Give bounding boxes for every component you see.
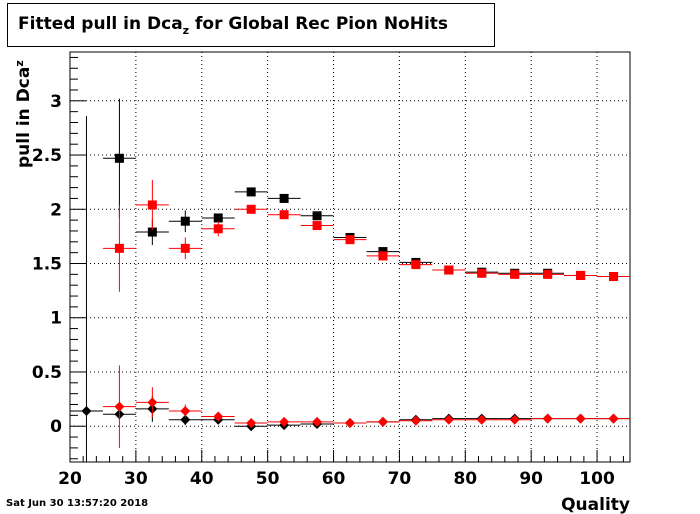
y-tick-label: 0 [50,417,62,437]
data-point-diamond [147,397,158,408]
data-point-square [477,268,487,278]
data-point-square [609,272,619,282]
data-point-square [246,204,256,214]
data-point-square [378,251,388,261]
x-axis-label: Quality [561,495,630,514]
data-point-diamond [180,406,191,417]
data-point-square [543,269,553,279]
title-box: Fitted pull in Dcaz for Global Rec Pion … [7,3,495,47]
data-point-square [279,210,289,220]
data-point-square [114,243,124,253]
data-point-square [279,193,289,203]
data-point-diamond [509,414,520,425]
x-tick-label: 50 [256,469,280,489]
tick-labels: 20 30 40 50 60 70 80 90 100 0 0.5 1 1.5 2 2.5 3 [32,92,615,489]
y-tick-label: 0.5 [32,363,62,383]
y-tick-label: 1.5 [32,255,62,275]
y-axis-label: pull in Dcaz [13,60,34,168]
data-point-square [114,153,124,163]
x-tick-label: 60 [322,469,346,489]
data-point-diamond [114,401,125,412]
data-point-diamond [608,413,619,424]
data-point-square [576,270,586,280]
data-point-square [147,227,157,237]
y-tick-label: 1 [50,309,62,329]
data-point-diamond [575,413,586,424]
x-tick-label: 90 [519,469,543,489]
data-point-square [411,260,421,270]
x-tick-label: 100 [579,469,615,489]
timestamp: Sat Jun 30 13:57:20 2018 [6,498,149,509]
x-tick-label: 30 [124,469,148,489]
x-tick-label: 70 [388,469,412,489]
chart-title: Fitted pull in Dcaz for Global Rec Pion … [18,14,448,37]
y-tick-label: 2 [50,200,62,220]
y-tick-label: 2.5 [32,146,62,166]
data-point-square [147,200,157,210]
data-point-square [213,213,223,223]
y-tick-label: 3 [50,92,62,112]
data-point-diamond [476,414,487,425]
data-point-square [510,269,520,279]
data-point-square [312,211,322,221]
data-point-square [444,265,454,275]
data-point-square [312,221,322,231]
data-point-square [180,216,190,226]
data-point-square [213,224,223,234]
data-point-diamond [180,414,191,425]
y-axis-label-main: pull in Dca [14,67,34,168]
data-point-diamond [443,414,454,425]
title-main: Fitted pull in Dca [18,14,183,34]
data-point-square [345,235,355,245]
data-point-diamond [213,411,224,422]
data-point-diamond [81,406,92,417]
x-tick-label: 80 [453,469,477,489]
data-point-square [246,187,256,197]
plot-border [69,51,631,463]
y-axis-label-sub: z [13,60,26,66]
data-point-diamond [377,416,388,427]
data-point-diamond [542,413,553,424]
title-sub: z [182,24,190,37]
data-point-diamond [246,417,257,428]
data-point-square [180,243,190,253]
data-point-diamond [312,416,323,427]
axis-ticks [69,56,624,462]
data-point-diamond [410,415,421,426]
data-point-diamond [345,417,355,428]
x-tick-label: 40 [190,469,214,489]
title-rest: for Global Rec Pion NoHits [189,14,449,34]
plot-frame [69,51,631,463]
data-point-diamond [279,416,290,427]
x-tick-label: 20 [58,469,82,489]
data-marks [70,98,630,462]
